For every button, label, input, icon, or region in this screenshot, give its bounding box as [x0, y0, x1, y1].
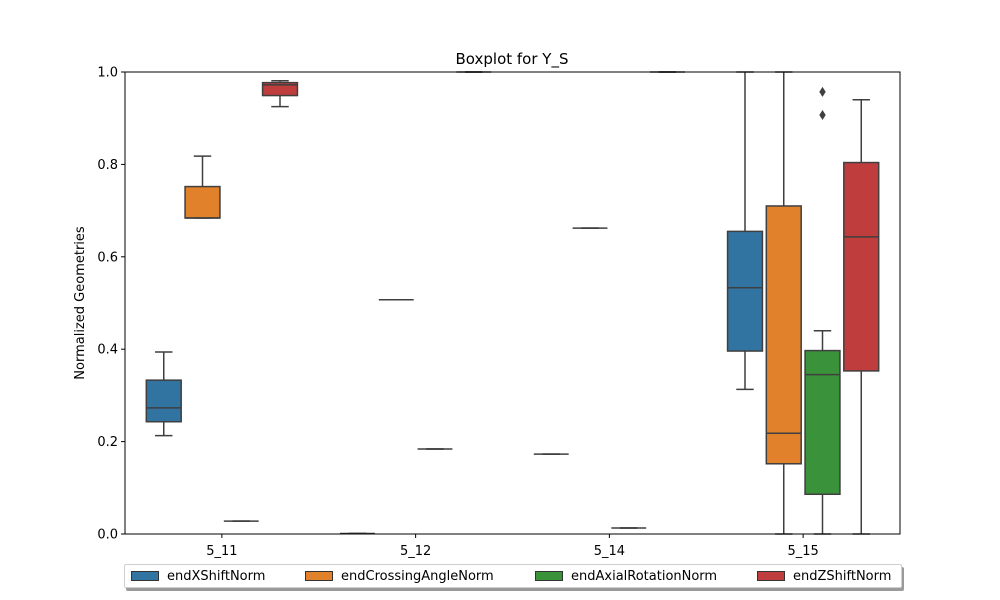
- legend-label: endZShiftNorm: [793, 568, 892, 584]
- box-endCrossingAngleNorm: [184, 185, 221, 219]
- legend-label: endXShiftNorm: [167, 568, 266, 584]
- box-endZShiftNorm: [843, 161, 880, 372]
- legend-swatch: [131, 571, 159, 581]
- y-tick-label: 0.8: [97, 158, 118, 173]
- legend-label: endCrossingAngleNorm: [341, 568, 494, 584]
- box-endCrossingAngleNorm: [765, 205, 802, 465]
- y-tick-label: 0.0: [97, 528, 118, 543]
- legend-item: endXShiftNorm: [125, 569, 299, 584]
- legend-item: endAxialRotationNorm: [529, 569, 751, 584]
- x-tick-label: 5_11: [206, 544, 237, 559]
- y-axis-label: Normalized Geometries: [73, 226, 88, 380]
- legend-swatch: [757, 571, 785, 581]
- chart-title: Boxplot for Y_S: [456, 50, 569, 69]
- y-tick-label: 0.4: [97, 343, 118, 358]
- y-tick-label: 1.0: [97, 66, 118, 81]
- legend-label: endAxialRotationNorm: [571, 568, 718, 584]
- plot-frame: [124, 71, 901, 535]
- y-tick-label: 0.2: [97, 435, 118, 450]
- box-endAxialRotationNorm: [804, 349, 841, 496]
- box-endXShiftNorm: [145, 379, 182, 423]
- x-tick-label: 5_15: [787, 544, 818, 559]
- legend-item: endCrossingAngleNorm: [299, 569, 529, 584]
- legend-item: endZShiftNorm: [751, 569, 901, 584]
- x-tick-label: 5_12: [400, 544, 431, 559]
- outlier-point: [819, 109, 826, 120]
- legend: endXShiftNorm endCrossingAngleNorm endAxia…: [124, 564, 902, 588]
- x-tick-label: 5_14: [594, 544, 625, 559]
- box-endZShiftNorm: [261, 81, 299, 97]
- legend-swatch: [305, 571, 333, 581]
- outlier-point: [819, 86, 826, 97]
- y-tick-label: 0.6: [97, 250, 118, 265]
- legend-swatch: [535, 571, 563, 581]
- box-endXShiftNorm: [726, 230, 764, 352]
